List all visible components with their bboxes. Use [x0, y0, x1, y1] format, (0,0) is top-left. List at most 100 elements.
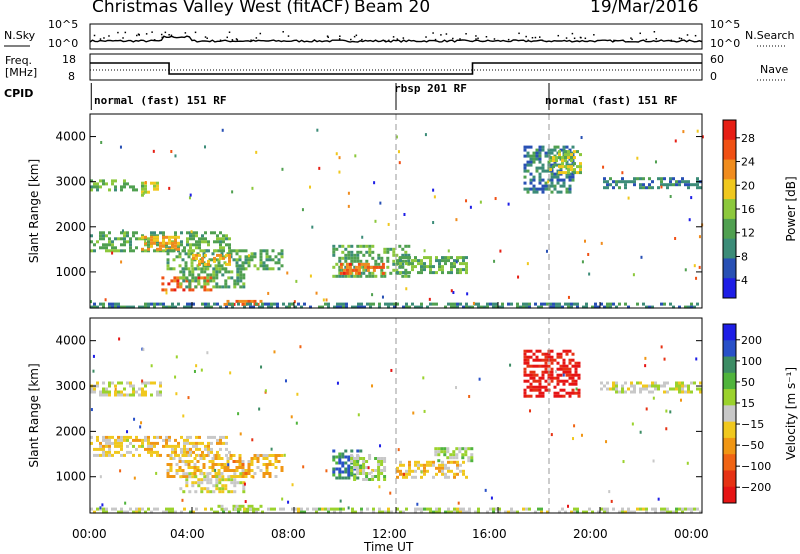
- data-cell: [449, 456, 453, 460]
- data-cell: [432, 271, 435, 275]
- data-cell: [663, 183, 666, 187]
- data-cell: [162, 249, 165, 253]
- data-cell: [117, 441, 120, 445]
- data-cell: [377, 472, 381, 475]
- data-cell: [203, 279, 207, 283]
- data-cell: [198, 441, 201, 445]
- data-cell: [150, 453, 153, 457]
- data-cell: [229, 249, 233, 253]
- data-cell: [532, 373, 536, 377]
- data-cell: [357, 265, 361, 269]
- data-cell: [147, 507, 150, 511]
- data-cell: [446, 447, 450, 451]
- data-cell: [268, 472, 272, 475]
- data-cell: [235, 466, 239, 469]
- noise-cell: [311, 225, 314, 229]
- data-cell: [123, 240, 126, 244]
- data-cell: [483, 305, 486, 309]
- data-cell: [353, 253, 357, 257]
- data-cell: [93, 387, 96, 391]
- data-cell: [219, 240, 222, 244]
- data-cell: [162, 302, 165, 306]
- data-cell: [541, 169, 545, 173]
- data-cell: [227, 276, 231, 280]
- data-cell: [224, 282, 228, 286]
- data-cell: [429, 510, 432, 514]
- data-cell: [201, 450, 204, 454]
- data-cell: [444, 475, 447, 479]
- data-cell: [189, 510, 192, 514]
- data-cell: [354, 271, 358, 275]
- data-cell: [161, 288, 165, 292]
- data-cell: [195, 453, 198, 457]
- data-cell: [568, 370, 572, 374]
- data-cell: [207, 435, 210, 439]
- data-cell: [636, 507, 639, 511]
- data-cell: [362, 253, 366, 257]
- data-cell: [693, 305, 696, 309]
- freq-tick-bottom: 8: [68, 70, 75, 83]
- data-cell: [335, 461, 339, 465]
- data-cell: [348, 262, 352, 266]
- data-cell: [456, 507, 459, 511]
- data-cell: [232, 249, 236, 253]
- data-cell: [456, 302, 459, 306]
- colorbar-segment: [723, 120, 736, 141]
- data-cell: [550, 172, 554, 176]
- data-cell: [183, 444, 186, 448]
- data-cell: [159, 390, 162, 394]
- noise-cell: [479, 200, 482, 204]
- data-cell: [225, 234, 228, 238]
- noise-cell: [239, 432, 242, 436]
- data-cell: [404, 274, 408, 278]
- data-cell: [528, 302, 531, 306]
- data-cell: [359, 469, 363, 472]
- data-cell: [535, 385, 539, 389]
- data-cell: [206, 481, 210, 485]
- data-cell: [538, 358, 542, 362]
- data-cell: [372, 265, 376, 269]
- data-cell: [615, 381, 618, 385]
- data-cell: [126, 240, 129, 244]
- data-cell: [189, 447, 192, 451]
- data-cell: [549, 159, 552, 163]
- data-cell: [544, 364, 548, 368]
- data-cell: [174, 231, 177, 235]
- data-cell: [356, 256, 360, 260]
- data-cell: [262, 261, 266, 265]
- data-cell: [435, 466, 438, 470]
- data-cell: [663, 390, 666, 394]
- data-cell: [666, 381, 669, 385]
- data-cell: [195, 507, 198, 511]
- data-cell: [362, 268, 366, 272]
- data-cell: [402, 305, 405, 309]
- data-cell: [538, 349, 542, 353]
- noise-cell: [422, 376, 425, 380]
- data-cell: [147, 447, 150, 451]
- data-cell: [189, 450, 192, 454]
- data-cell: [621, 180, 624, 184]
- data-cell: [456, 463, 459, 467]
- data-cell: [651, 186, 654, 190]
- data-cell: [461, 453, 465, 457]
- noise-cell: [602, 165, 605, 169]
- data-cell: [396, 302, 399, 306]
- data-cell: [204, 447, 207, 451]
- data-cell: [371, 475, 375, 478]
- data-cell: [383, 469, 387, 472]
- noise-cell: [374, 219, 377, 223]
- data-cell: [192, 302, 195, 306]
- data-cell: [327, 510, 330, 514]
- data-cell: [267, 305, 270, 309]
- noise-cell: [455, 260, 458, 264]
- data-cell: [249, 305, 252, 309]
- data-cell: [332, 473, 336, 477]
- data-cell: [399, 469, 402, 473]
- data-cell: [153, 181, 156, 185]
- data-cell: [401, 259, 405, 263]
- data-cell: [229, 252, 233, 256]
- data-cell: [627, 387, 630, 391]
- data-cell: [105, 510, 108, 514]
- data-cell: [366, 265, 370, 269]
- data-cell: [166, 469, 170, 472]
